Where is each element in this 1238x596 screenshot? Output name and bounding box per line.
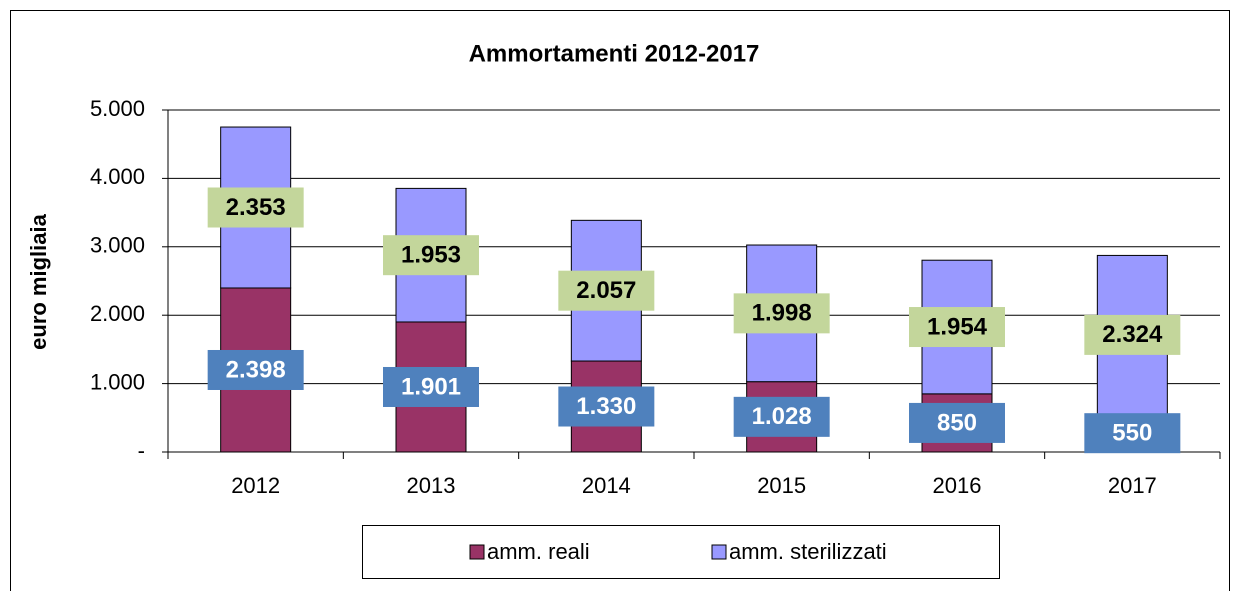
value-label: 1.901 [401, 373, 461, 400]
value-label-box [1084, 413, 1181, 454]
value-label-box [207, 187, 304, 228]
y-tick-label: - [138, 438, 145, 463]
y-tick-label: 3.000 [90, 233, 145, 258]
value-label: 1.954 [927, 313, 988, 340]
legend-swatch [711, 544, 727, 560]
value-label-box [733, 293, 830, 334]
value-label: 850 [937, 409, 977, 436]
value-label: 1.998 [752, 300, 812, 327]
value-label-box [383, 235, 479, 276]
value-label: 1.330 [576, 393, 636, 420]
x-tick-label: 2013 [407, 473, 456, 498]
x-tick-label: 2012 [231, 473, 280, 498]
value-label: 2.324 [1102, 321, 1163, 348]
value-label: 1.953 [401, 242, 461, 269]
value-label-box [733, 396, 830, 437]
chart-title: Ammortamenti 2012-2017 [469, 40, 760, 67]
y-tick-label: 4.000 [90, 164, 145, 189]
value-label-box [1084, 314, 1181, 355]
x-tick-label: 2015 [757, 473, 806, 498]
value-label-box [207, 349, 304, 390]
x-tick-label: 2017 [1108, 473, 1157, 498]
legend-label: amm. reali [487, 539, 590, 564]
legend-label: amm. sterilizzati [729, 539, 887, 564]
value-label-box [909, 307, 1005, 348]
y-tick-label: 5.000 [90, 96, 145, 121]
value-label-box [383, 366, 479, 407]
value-label: 1.028 [752, 403, 812, 430]
value-label-box [558, 270, 655, 311]
value-label: 550 [1112, 420, 1152, 447]
y-axis-label: euro migliaia [26, 213, 51, 349]
legend-box [362, 525, 1000, 579]
value-label: 2.353 [226, 194, 286, 221]
y-tick-label: 2.000 [90, 301, 145, 326]
value-label-box [558, 386, 655, 427]
x-tick-label: 2016 [933, 473, 982, 498]
legend-swatch [469, 544, 485, 560]
value-label-box [909, 402, 1005, 443]
y-tick-label: 1.000 [90, 369, 145, 394]
value-label: 2.398 [226, 356, 286, 383]
x-tick-label: 2014 [582, 473, 631, 498]
value-label: 2.057 [576, 277, 636, 304]
chart-border [10, 10, 1230, 591]
